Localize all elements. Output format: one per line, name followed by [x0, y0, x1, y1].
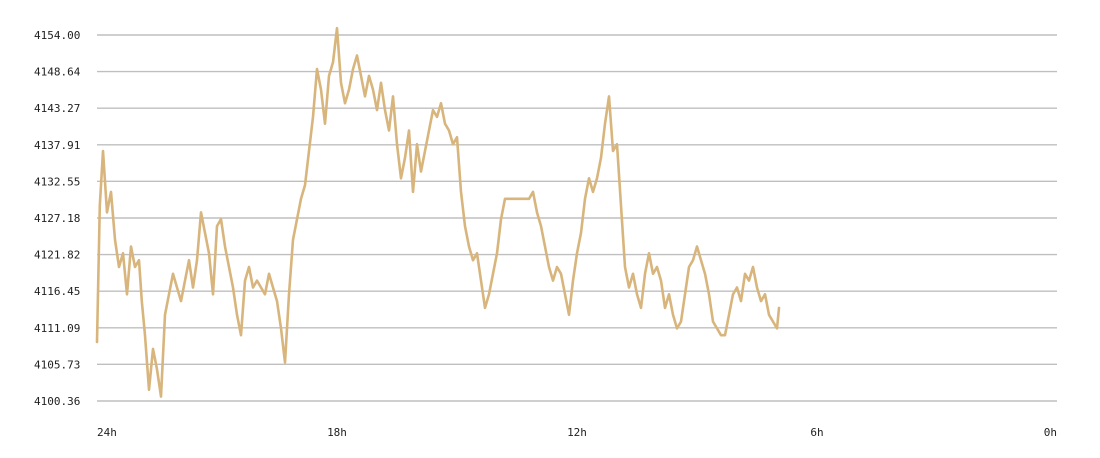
x-tick-label: 6h: [810, 426, 823, 439]
y-tick-label: 4105.73: [34, 358, 80, 371]
y-tick-label: 4116.45: [34, 285, 80, 298]
y-tick-label: 4148.64: [34, 66, 81, 79]
grid-lines: [97, 34, 1057, 402]
y-tick-label: 4121.82: [34, 249, 80, 262]
series-layer: [95, 26, 781, 398]
x-tick-label: 12h: [567, 426, 587, 439]
series-line-0: [95, 26, 781, 398]
x-tick-label: 24h: [97, 426, 117, 439]
y-tick-label: 4127.18: [34, 212, 80, 225]
y-tick-label: 4143.27: [34, 102, 80, 115]
y-tick-label: 4100.36: [34, 395, 80, 408]
y-tick-label: 4132.55: [34, 175, 80, 188]
x-tick-label: 0h: [1044, 426, 1057, 439]
x-tick-label: 18h: [327, 426, 347, 439]
x-axis-tick-labels: 24h 18h 12h 6h 0h: [97, 426, 1057, 439]
y-tick-label: 4137.91: [34, 139, 80, 152]
y-tick-label: 4154.00: [34, 29, 80, 42]
y-tick-label: 4111.09: [34, 322, 80, 335]
y-axis-tick-labels: 4154.00 4148.64 4143.27 4137.91 4132.55 4127.…: [34, 29, 81, 408]
